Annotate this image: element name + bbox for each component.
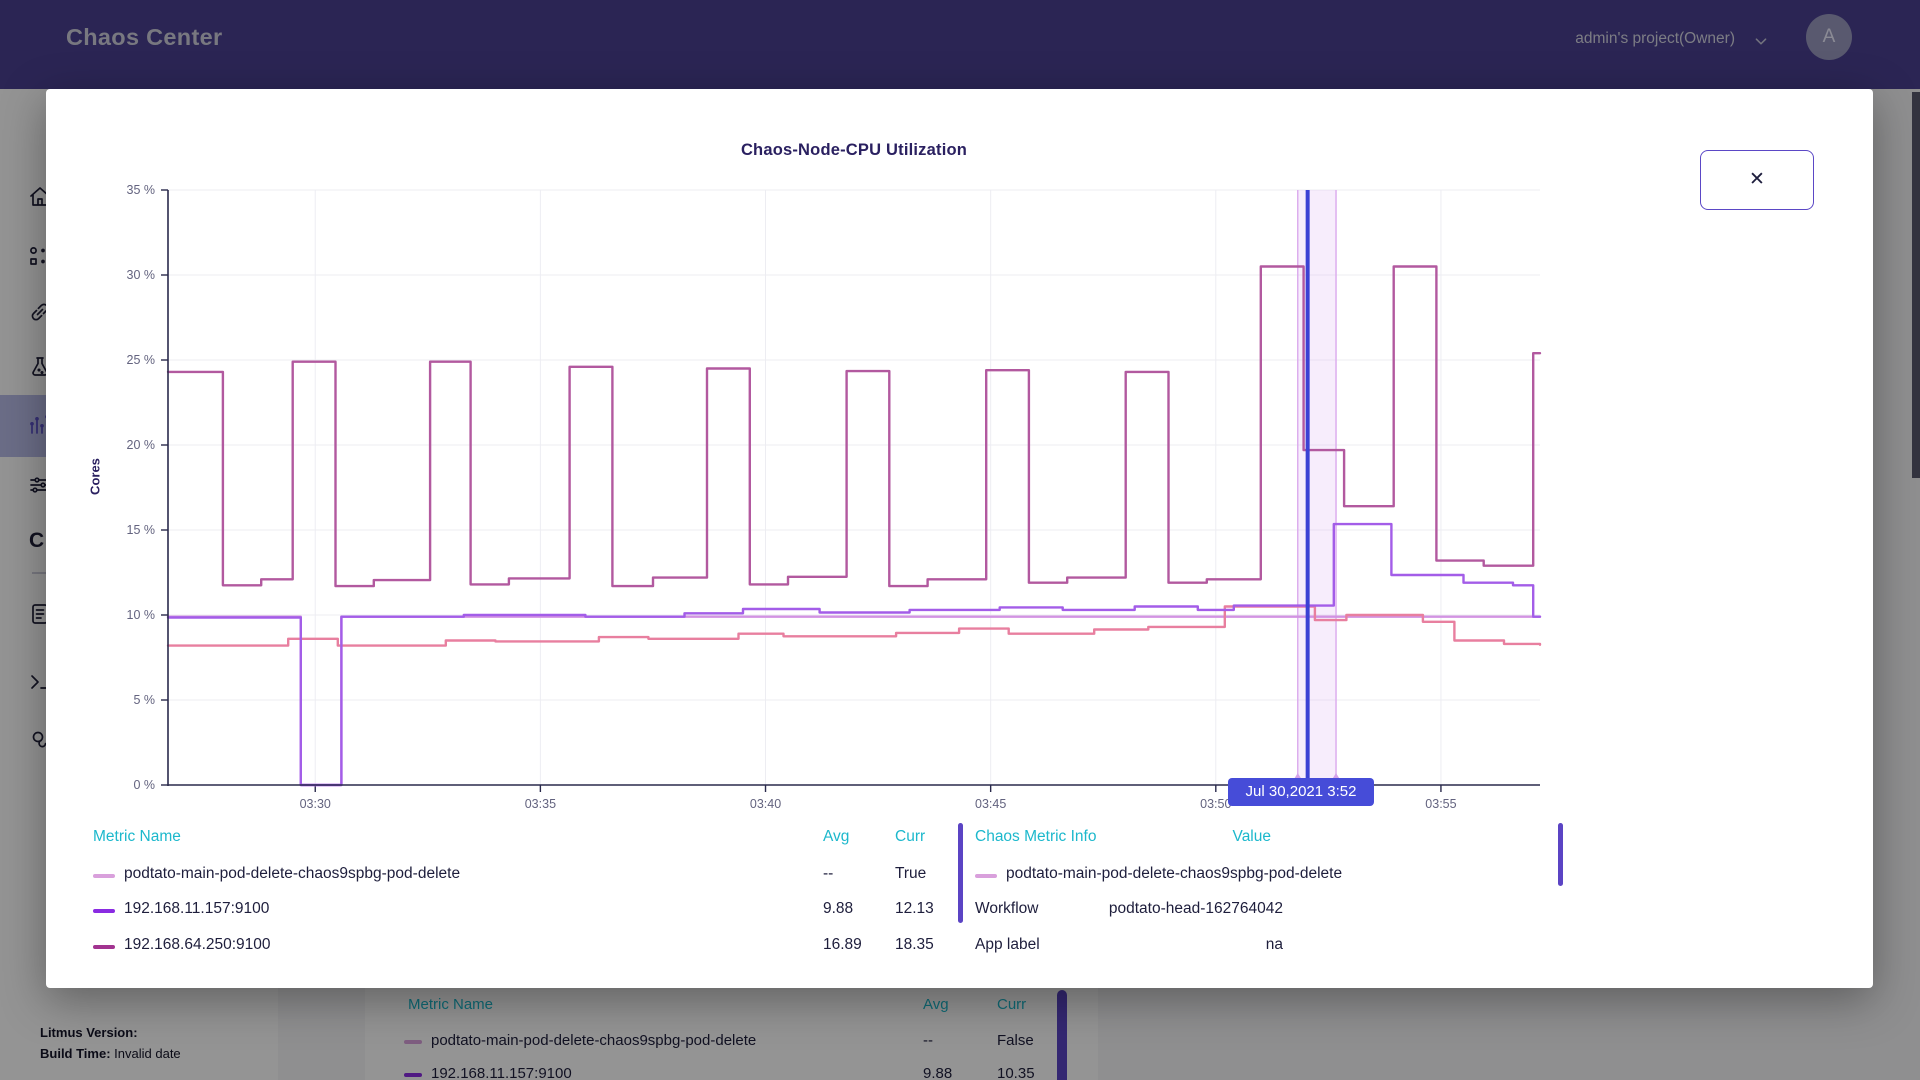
- chart-tooltip: Jul 30,2021 3:52: [1228, 778, 1374, 806]
- background-metric-panel: Metric Name Avg Curr podtato-main-pod-de…: [365, 988, 1098, 1080]
- svg-text:5 %: 5 %: [133, 693, 155, 707]
- info-value: podtato-head-162764042: [1108, 900, 1283, 917]
- project-selector[interactable]: admin's project(Owner): [1575, 30, 1735, 47]
- panel-scrollbar[interactable]: [1057, 990, 1067, 1080]
- cpu-utilization-chart[interactable]: 0 % 5 % 10 % 15 % 20 % 25 % 30 % 35 % 03:30 03:35…: [46, 89, 1873, 988]
- page-scrollbar[interactable]: [1912, 92, 1920, 478]
- chaos-info-header: Chaos Metric Info: [975, 828, 1097, 845]
- svg-text:15 %: 15 %: [127, 523, 156, 537]
- chart-title: Chaos-Node-CPU Utilization: [740, 141, 968, 159]
- svg-text:03:45: 03:45: [975, 797, 1006, 811]
- table-row: App label na: [46, 935, 1606, 959]
- metric-name: 192.168.11.157:9100: [124, 900, 270, 917]
- table-row: 192.168.64.250:9100 16.89 18.35: [46, 935, 958, 959]
- bg-curr-header: Curr: [997, 996, 1027, 1013]
- chaos-info-header-row: Chaos Metric Info Value: [46, 827, 1606, 851]
- svg-text:03:30: 03:30: [300, 797, 331, 811]
- series-swatch: [404, 1040, 422, 1044]
- bg-row-name: podtato-main-pod-delete-chaos9spbg-pod-d…: [431, 1032, 757, 1049]
- series-swatch: [93, 945, 115, 949]
- sidebar-item-community[interactable]: [28, 727, 54, 753]
- bg-row-avg: 9.88: [923, 1065, 953, 1080]
- series-swatch: [93, 874, 115, 878]
- build-time-value: Invalid date: [114, 1046, 181, 1061]
- metric-name: 192.168.64.250:9100: [124, 936, 271, 953]
- svg-text:0 %: 0 %: [133, 778, 155, 792]
- litmus-version-label: Litmus Version:: [40, 1025, 138, 1040]
- series-swatch: [404, 1073, 422, 1077]
- metric-avg: 16.89: [823, 936, 862, 953]
- metric-avg: 9.88: [823, 900, 854, 917]
- metric-curr: 18.35: [895, 936, 934, 953]
- curr-header: Curr: [895, 828, 926, 845]
- bg-row-name: 192.168.11.157:9100: [431, 1065, 572, 1080]
- metric-avg: --: [823, 865, 834, 882]
- avatar[interactable]: A: [1806, 14, 1852, 60]
- svg-text:03:50: 03:50: [1200, 797, 1231, 811]
- litmus-docs-letter[interactable]: C: [29, 529, 45, 552]
- table-divider: [958, 823, 963, 923]
- metric-curr: True: [895, 865, 927, 882]
- chevron-down-icon[interactable]: [1750, 30, 1772, 52]
- sidebar-footer: Litmus Version: Build Time: Invalid date: [40, 1022, 181, 1064]
- metric-name: podtato-main-pod-delete-chaos9spbg-pod-d…: [124, 865, 461, 882]
- brand-title: Chaos Center: [66, 24, 223, 50]
- svg-text:03:40: 03:40: [750, 797, 781, 811]
- series-swatch: [93, 909, 115, 913]
- bg-row-curr: False: [997, 1032, 1034, 1049]
- avg-header: Avg: [823, 828, 850, 845]
- info-label: Workflow: [975, 900, 1039, 917]
- svg-text:30 %: 30 %: [127, 268, 156, 282]
- bg-row-curr: 10.35: [997, 1065, 1035, 1080]
- svg-text:20 %: 20 %: [127, 438, 156, 452]
- legend-header-row: Metric Name Avg Curr: [46, 827, 958, 851]
- bg-row-avg: --: [923, 1032, 933, 1049]
- chart-modal: Chaos-Node-CPU Utilization ✕ Cores 0 % 5 …: [46, 89, 1873, 988]
- table-row: 192.168.11.157:9100 9.88 12.13: [46, 899, 958, 923]
- info-label: App label: [975, 936, 1040, 953]
- table-row: podtato-main-pod-delete-chaos9spbg-pod-d…: [46, 864, 958, 888]
- table-row: podtato-main-pod-delete-chaos9spbg-pod-d…: [46, 864, 1606, 888]
- build-time-label: Build Time:: [40, 1046, 111, 1061]
- chaos-metric-name: podtato-main-pod-delete-chaos9spbg-pod-d…: [1006, 865, 1343, 882]
- value-header: Value: [1232, 828, 1272, 845]
- svg-text:35 %: 35 %: [127, 183, 156, 197]
- bg-metric-header: Metric Name: [408, 996, 494, 1013]
- app-header: Chaos Center admin's project(Owner) A: [0, 0, 1920, 89]
- metric-curr: 12.13: [895, 900, 934, 917]
- metric-name-header: Metric Name: [93, 828, 181, 845]
- series-swatch: [975, 874, 997, 878]
- svg-text:10 %: 10 %: [127, 608, 156, 622]
- table-divider: [1558, 823, 1563, 886]
- table-row: Workflow podtato-head-162764042: [46, 899, 1606, 923]
- community-icon: [32, 731, 47, 748]
- info-value: na: [1265, 936, 1283, 953]
- svg-text:03:55: 03:55: [1425, 797, 1456, 811]
- close-button[interactable]: ✕: [1700, 150, 1814, 210]
- svg-text:25 %: 25 %: [127, 353, 156, 367]
- bg-avg-header: Avg: [923, 996, 949, 1013]
- svg-text:03:35: 03:35: [525, 797, 556, 811]
